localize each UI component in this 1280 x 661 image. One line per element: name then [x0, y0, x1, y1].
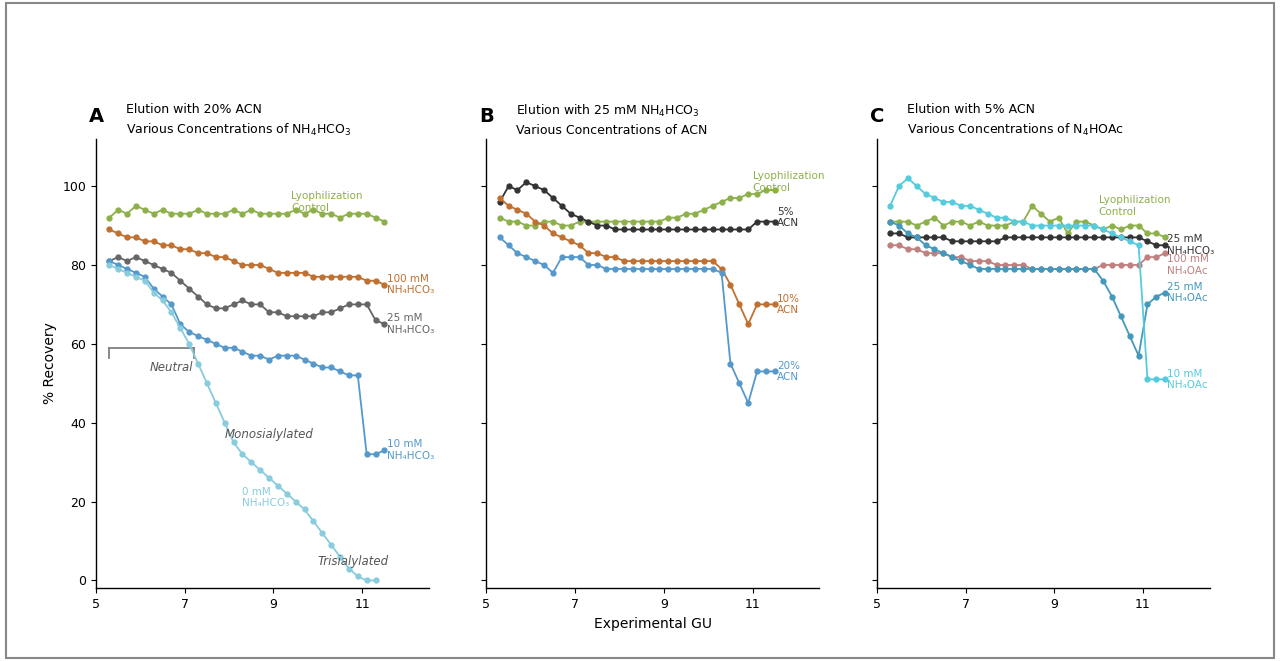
Text: Lyophilization
Control: Lyophilization Control [753, 171, 824, 193]
X-axis label: Experimental GU: Experimental GU [594, 617, 712, 631]
Text: A: A [90, 107, 105, 126]
Text: 20%
ACN: 20% ACN [777, 361, 800, 382]
Text: Trisialylated: Trisialylated [317, 555, 389, 568]
Text: 100 mM
NH₄OAc: 100 mM NH₄OAc [1167, 254, 1210, 276]
Text: Elution with 5% ACN
Various Concentrations of N$_4$HOAc: Elution with 5% ACN Various Concentratio… [906, 103, 1124, 138]
Text: 10%
ACN: 10% ACN [777, 293, 800, 315]
Text: B: B [480, 107, 494, 126]
Text: 25 mM
NH₄HCO₃: 25 mM NH₄HCO₃ [1167, 235, 1215, 256]
Text: C: C [870, 107, 884, 126]
Text: Elution with 20% ACN
Various Concentrations of NH$_4$HCO$_3$: Elution with 20% ACN Various Concentrati… [125, 103, 351, 138]
Text: 10 mM
NH₄HCO₃: 10 mM NH₄HCO₃ [387, 440, 434, 461]
Text: 100 mM
NH₄HCO₃: 100 mM NH₄HCO₃ [387, 274, 434, 295]
Text: 5%
ACN: 5% ACN [777, 207, 799, 229]
Y-axis label: % Recovery: % Recovery [42, 323, 56, 405]
Text: 25 mM
NH₄OAc: 25 mM NH₄OAc [1167, 282, 1208, 303]
Text: Lyophilization
Control: Lyophilization Control [1098, 195, 1170, 217]
Text: Elution with 25 mM NH$_4$HCO$_3$
Various Concentrations of ACN: Elution with 25 mM NH$_4$HCO$_3$ Various… [516, 103, 708, 137]
Text: 25 mM
NH₄HCO₃: 25 mM NH₄HCO₃ [387, 313, 434, 335]
Text: Monosialylated: Monosialylated [225, 428, 314, 442]
Text: Lyophilization
Control: Lyophilization Control [292, 191, 362, 213]
Text: 10 mM
NH₄OAc: 10 mM NH₄OAc [1167, 369, 1208, 390]
Text: 0 mM
NH₄HCO₃: 0 mM NH₄HCO₃ [242, 486, 289, 508]
Text: Neutral: Neutral [150, 362, 193, 374]
